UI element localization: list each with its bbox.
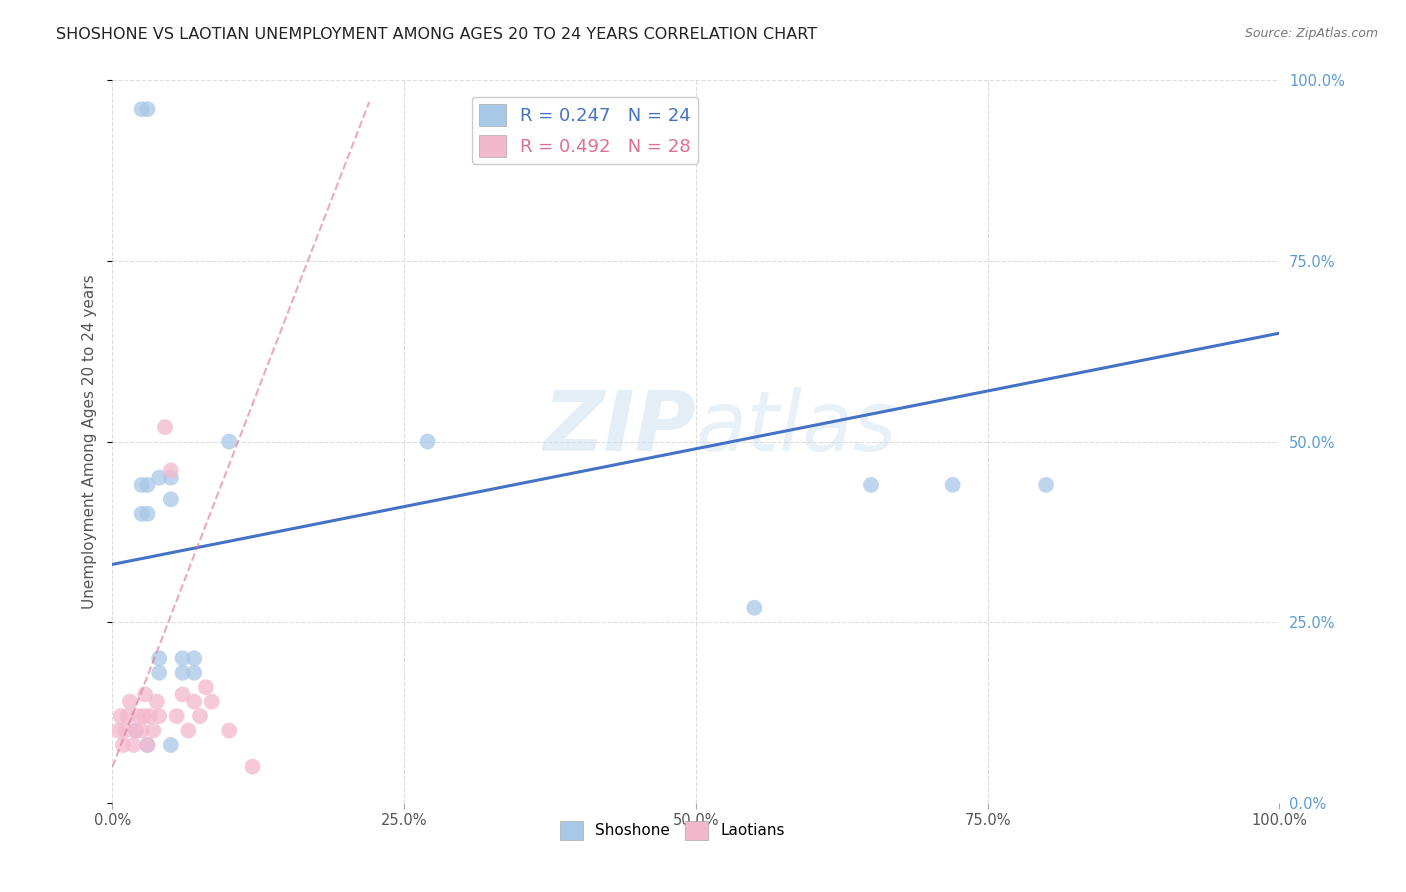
Legend: Shoshone, Laotians: Shoshone, Laotians (554, 815, 792, 846)
Point (172, 665, 194, 680)
Point (218, 434, 240, 449)
Point (194, 680, 217, 694)
Text: ZIP: ZIP (543, 386, 696, 467)
Point (218, 723, 240, 738)
Point (131, 478, 153, 492)
Point (136, 507, 159, 521)
Point (148, 709, 170, 723)
Point (1035, 478, 1057, 492)
Point (136, 738, 159, 752)
Point (160, 738, 183, 752)
Point (148, 665, 170, 680)
Point (860, 478, 883, 492)
Point (114, 723, 136, 738)
Point (153, 420, 176, 434)
Point (132, 709, 155, 723)
Point (117, 709, 139, 723)
Point (127, 709, 149, 723)
Point (118, 695, 141, 709)
Point (183, 651, 205, 665)
Point (111, 738, 134, 752)
Text: Source: ZipAtlas.com: Source: ZipAtlas.com (1244, 27, 1378, 40)
Point (183, 665, 205, 680)
Point (131, 723, 153, 738)
Point (110, 709, 132, 723)
Point (942, 478, 965, 492)
Point (188, 709, 211, 723)
Y-axis label: Unemployment Among Ages 20 to 24 years: Unemployment Among Ages 20 to 24 years (82, 274, 97, 609)
Point (148, 470, 170, 484)
Point (177, 723, 200, 738)
Point (134, 687, 156, 701)
Text: atlas: atlas (696, 386, 897, 467)
Point (131, 102, 153, 116)
Point (142, 723, 165, 738)
Point (172, 651, 194, 665)
Point (139, 709, 162, 723)
Point (160, 463, 183, 477)
Point (107, 723, 129, 738)
Point (148, 651, 170, 665)
Point (136, 478, 159, 492)
Point (160, 470, 183, 484)
Point (416, 434, 439, 449)
Point (172, 687, 194, 701)
Point (136, 102, 159, 116)
Point (136, 738, 159, 752)
Point (201, 695, 224, 709)
Point (125, 723, 148, 738)
Point (166, 709, 188, 723)
Point (183, 695, 205, 709)
Point (744, 600, 766, 615)
Point (160, 492, 183, 507)
Point (131, 507, 153, 521)
Point (125, 723, 148, 738)
Point (122, 738, 145, 752)
Text: SHOSHONE VS LAOTIAN UNEMPLOYMENT AMONG AGES 20 TO 24 YEARS CORRELATION CHART: SHOSHONE VS LAOTIAN UNEMPLOYMENT AMONG A… (56, 27, 817, 42)
Point (146, 695, 169, 709)
Point (242, 760, 264, 774)
